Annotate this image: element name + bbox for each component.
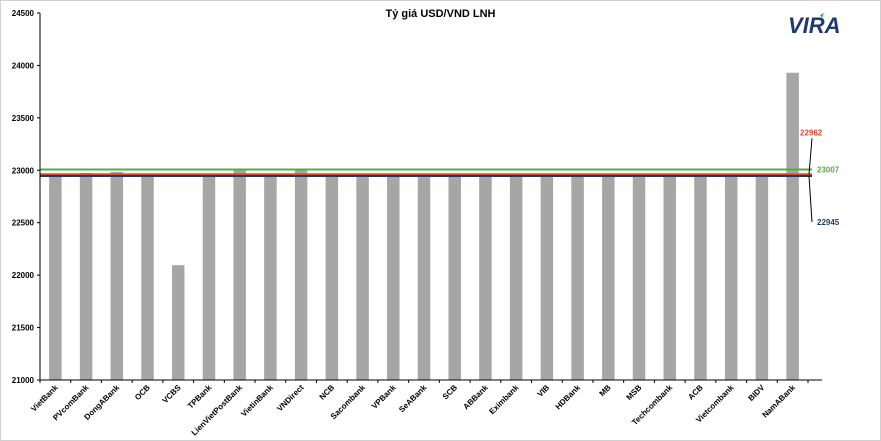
bar	[417, 177, 431, 380]
x-tick-label: VPBank	[370, 383, 398, 411]
y-tick-label: 24500	[12, 9, 35, 18]
bar	[233, 169, 246, 380]
vira-logo: VIRA	[788, 13, 841, 38]
bar	[632, 177, 646, 380]
y-tick-label: 22500	[12, 219, 35, 228]
bar	[325, 173, 339, 380]
bar	[294, 170, 308, 380]
bar	[540, 177, 554, 380]
x-tick-label: VNDirect	[275, 383, 305, 413]
y-tick-label: 23500	[12, 114, 35, 123]
x-tick-label: Eximbank	[487, 383, 520, 416]
bar	[79, 172, 93, 380]
bar	[110, 171, 124, 380]
bar	[602, 173, 615, 380]
x-tick-label: VCBS	[161, 383, 184, 406]
reference-label: 23007	[817, 166, 840, 175]
reference-label: 22945	[817, 218, 840, 227]
x-tick-label: OCB	[133, 383, 152, 402]
bar	[509, 173, 523, 380]
reference-label: 22962	[800, 128, 823, 137]
bar	[141, 174, 154, 380]
bar	[571, 173, 584, 380]
bar	[694, 173, 707, 380]
reference-leader-line	[808, 176, 813, 223]
x-tick-label: SeABank	[397, 383, 429, 415]
x-tick-label: VietBank	[29, 383, 60, 414]
y-tick-label: 24000	[12, 61, 35, 70]
bar	[724, 173, 738, 380]
y-tick-label: 23000	[12, 166, 35, 175]
logo-text: VIRA	[788, 13, 841, 38]
y-tick-label: 21500	[12, 324, 35, 333]
bar	[356, 177, 369, 380]
x-tick-label: MB	[598, 383, 613, 398]
y-tick-label: 22000	[12, 271, 35, 280]
y-tick-label: 21000	[12, 376, 35, 385]
x-tick-label: VIB	[535, 383, 551, 399]
chart-title: Tỷ giá USD/VND LNH	[385, 8, 496, 20]
x-tick-label: ACB	[686, 383, 705, 402]
x-tick-label: TPBank	[186, 383, 214, 411]
x-tick-label: MSB	[625, 383, 644, 402]
bar	[171, 265, 185, 380]
x-tick-label: NCB	[318, 383, 337, 402]
bar	[387, 173, 400, 380]
reference-leader-line	[808, 138, 813, 175]
bar	[202, 173, 216, 380]
bar	[264, 174, 277, 380]
x-tick-label: ABBank	[461, 383, 490, 412]
bar	[479, 173, 492, 380]
x-tick-label: NamABank	[761, 383, 798, 420]
bar	[663, 173, 677, 380]
x-tick-label: HDBank	[554, 383, 583, 412]
bar	[786, 72, 799, 381]
logo-accent-mark	[820, 13, 824, 18]
bar	[448, 173, 461, 380]
x-tick-label: BIDV	[746, 383, 766, 403]
bar	[755, 173, 769, 380]
x-tick-label: SCB	[441, 383, 459, 401]
bar	[49, 175, 62, 380]
x-tick-label: VietinBank	[239, 383, 275, 419]
